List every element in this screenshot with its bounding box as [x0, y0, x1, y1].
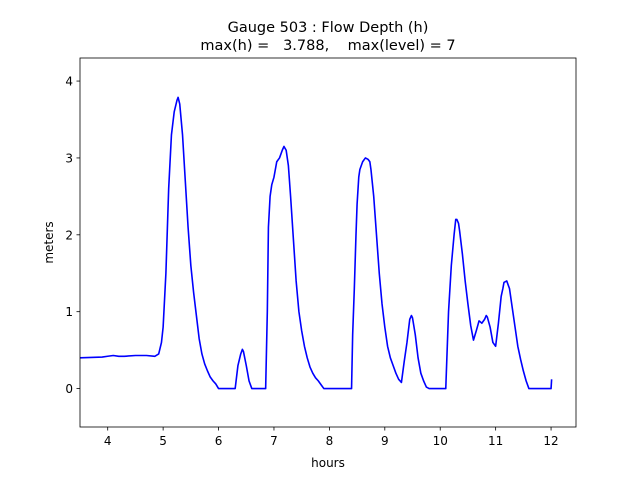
y-axis-label: meters	[42, 221, 56, 263]
x-tick-label: 11	[488, 434, 503, 448]
data-layer	[80, 96, 553, 390]
x-axis-label: hours	[311, 456, 345, 470]
x-axis-ticks: 4 5 6 7 8 9 10 11 12	[104, 427, 559, 448]
series-line-flow-depth	[80, 96, 553, 390]
y-tick-label: 2	[65, 228, 73, 242]
plot-frame	[79, 57, 577, 428]
x-tick-label: 12	[543, 434, 558, 448]
plot-area	[79, 57, 577, 428]
y-tick-label: 4	[65, 75, 73, 89]
x-tick-label: 10	[433, 434, 448, 448]
x-tick-label: 7	[270, 434, 278, 448]
x-tick-label: 5	[159, 434, 167, 448]
y-tick-label: 1	[65, 305, 73, 319]
x-tick-label: 6	[215, 434, 223, 448]
y-tick-label: 0	[65, 382, 73, 396]
y-axis-ticks: 0 1 2 3 4	[65, 75, 80, 396]
x-tick-label: 4	[104, 434, 112, 448]
chart-subtitle: max(h) = 3.788, max(level) = 7	[200, 38, 455, 54]
x-tick-label: 9	[381, 434, 389, 448]
y-tick-label: 3	[65, 151, 73, 165]
x-tick-label: 8	[326, 434, 334, 448]
chart-title: Gauge 503 : Flow Depth (h)	[228, 20, 429, 36]
